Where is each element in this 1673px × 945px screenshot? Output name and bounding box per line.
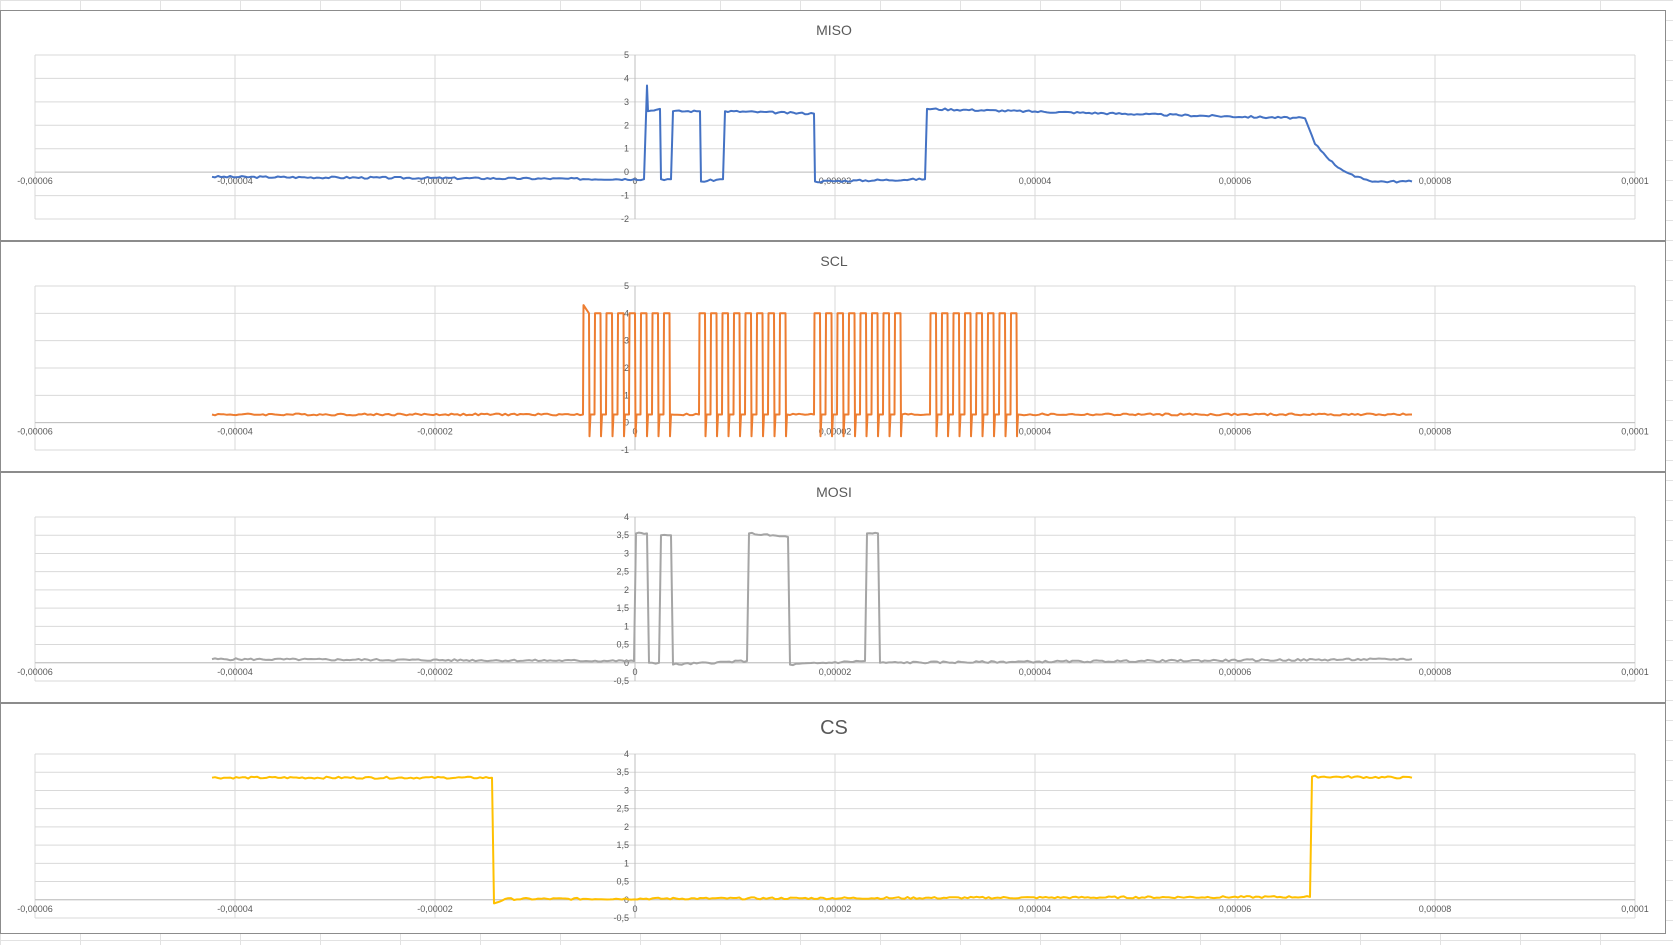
y-tick-label: 2,5 [616,567,629,577]
chart-title: SCL [820,253,847,269]
y-tick-label: 4 [624,512,629,522]
chart-cs[interactable]: CS -0,5 0 0,5 1 1,5 2 2,5 3 3,5 4 -0,00006 -0,00004… [0,703,1666,934]
chart-mosi[interactable]: MOSI -0,5 0 0,5 1 1,5 2 2,5 3 3,5 4 -0,00006 -0,000… [0,472,1666,703]
x-tick-label: 0,00004 [1019,427,1052,437]
y-tick-label: 2 [624,363,629,373]
chart-title: MISO [816,22,852,38]
y-tick-label: 1,5 [616,840,629,850]
y-tick-label: 4 [624,73,629,83]
y-tick-label: 1 [624,858,629,868]
chart-cs-svg: CS -0,50 0,5 1 1,5 2 2,5 3 3,5 4 -0,00006 -0,00004… [17,717,1649,923]
y-tick-label: 1,5 [616,603,629,613]
x-tick-label: -0,00006 [17,904,53,914]
y-tick-label: -1 [621,445,629,455]
chart-title: MOSI [816,484,852,500]
x-tick-label: 0,0001 [1621,667,1649,677]
y-tick-label: 3 [624,97,629,107]
y-tick-label: 0,5 [616,877,629,887]
y-tick-label: 1 [624,621,629,631]
x-tick-label: -0,00004 [217,667,253,677]
y-tick-label: 2 [624,120,629,130]
y-tick-label: 5 [624,281,629,291]
y-tick-label: 3 [624,785,629,795]
x-tick-label: -0,00006 [17,176,53,186]
x-tick-label: -0,00004 [217,176,253,186]
x-tick-label: 0,00002 [819,427,852,437]
x-tick-label: 0,00004 [1019,904,1052,914]
mosi-series-line [211,531,1413,667]
chart-scl[interactable]: SCL -1 0 1 2 3 4 5 -0,00006 -0,00004 -0,00002 0 0,0… [0,241,1666,472]
x-tick-label: 0,00008 [1419,176,1452,186]
y-tick-label: 3,5 [616,767,629,777]
x-tick-label: 0,0001 [1621,904,1649,914]
chart-title: CS [820,717,848,739]
x-tick-label: 0,00008 [1419,904,1452,914]
x-tick-label: 0,0001 [1621,427,1649,437]
x-tick-label: 0 [632,904,637,914]
x-tick-label: 0,00002 [819,667,852,677]
y-tick-label: 4 [624,308,629,318]
y-tick-label: 0 [624,418,629,428]
miso-series-line [211,84,1413,184]
x-tick-label: -0,00002 [417,667,453,677]
y-tick-label: 2,5 [616,804,629,814]
y-tick-label: -2 [621,214,629,224]
x-tick-label: 0,00008 [1419,427,1452,437]
cs-series-line [211,774,1413,905]
y-tick-label: 0 [624,658,629,668]
x-tick-label: -0,00002 [417,904,453,914]
y-tick-label: -0,5 [613,676,629,686]
x-tick-label: 0,00006 [1219,427,1252,437]
y-tick-label: 3 [624,548,629,558]
x-tick-label: 0,00006 [1219,904,1252,914]
chart-miso[interactable]: MISO -2 -1 0 1 2 3 4 5 -0,00006 -0,00004 -0,00002 0… [0,10,1666,241]
x-tick-label: -0,00006 [17,667,53,677]
y-tick-label: 0 [624,167,629,177]
y-tick-label: 2 [624,585,629,595]
x-tick-label: -0,00004 [217,427,253,437]
x-tick-label: 0,00006 [1219,176,1252,186]
x-tick-label: 0,00006 [1219,667,1252,677]
x-tick-label: 0,00004 [1019,176,1052,186]
x-tick-label: -0,00002 [417,176,453,186]
chart-mosi-svg: MOSI -0,500,511,522,533,54-0,00006 -0,000… [17,484,1649,686]
x-tick-label: -0,00004 [217,904,253,914]
y-tick-label: 5 [624,50,629,60]
x-tick-label: -0,00006 [17,427,53,437]
y-tick-label: 4 [624,749,629,759]
x-tick-label: -0,00002 [417,427,453,437]
x-tick-label: 0,00008 [1419,667,1452,677]
y-tick-label: -1 [621,191,629,201]
y-tick-label: 0,5 [616,640,629,650]
y-tick-label: -0,5 [613,913,629,923]
y-tick-label: 1 [624,144,629,154]
x-tick-label: 0 [632,176,637,186]
y-tick-label: 3 [624,336,629,346]
x-tick-label: 0,00002 [819,904,852,914]
y-tick-label: 1 [624,390,629,400]
x-tick-label: 0 [632,667,637,677]
scl-series-line [211,304,1412,438]
y-tick-label: 3,5 [616,530,629,540]
x-tick-label: 0,0001 [1621,176,1649,186]
y-tick-label: 2 [624,822,629,832]
x-tick-label: 0,00004 [1019,667,1052,677]
